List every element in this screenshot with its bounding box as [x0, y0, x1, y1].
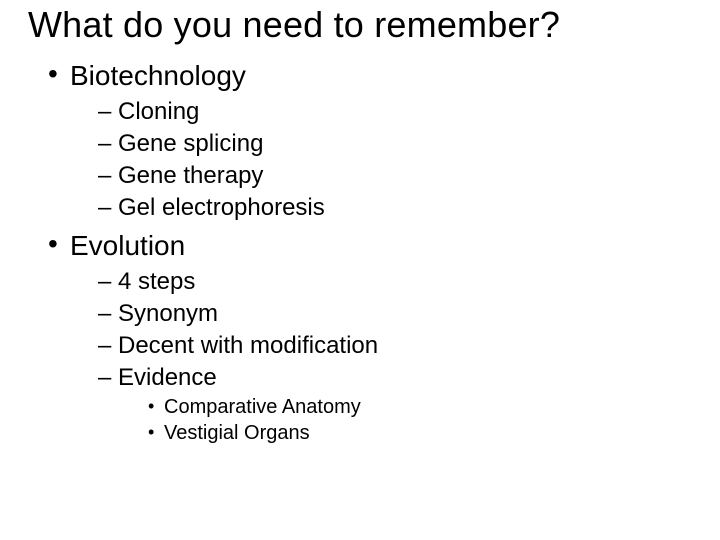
subtopic-label: 4 steps [118, 268, 195, 295]
slide: What do you need to remember? Biotechnol… [0, 4, 720, 540]
subsubtopic-item: Vestigial Organs [148, 422, 692, 445]
subtopic-label: Gene therapy [118, 162, 263, 189]
subtopic-label: Cloning [118, 98, 199, 125]
subtopic-item: Evidence Comparative Anatomy Vestigial O… [98, 364, 692, 445]
topic-label: Biotechnology [70, 60, 246, 91]
topic-item: Evolution 4 steps Synonym Decent with mo… [48, 230, 692, 445]
subtopic-item: Gene therapy [98, 162, 692, 190]
subsubtopic-label: Vestigial Organs [164, 422, 310, 444]
subtopic-label: Gel electrophoresis [118, 194, 325, 221]
subtopic-item: Gene splicing [98, 130, 692, 158]
subtopic-item: Cloning [98, 98, 692, 126]
subtopic-item: 4 steps [98, 268, 692, 296]
topic-list: Biotechnology Cloning Gene splicing Gene… [28, 60, 692, 445]
subtopic-item: Decent with modification [98, 332, 692, 360]
subtopic-label: Evidence [118, 364, 217, 391]
subtopic-item: Synonym [98, 300, 692, 328]
subtopic-item: Gel electrophoresis [98, 194, 692, 222]
slide-title: What do you need to remember? [28, 4, 692, 46]
subtopic-list: Cloning Gene splicing Gene therapy Gel e… [70, 98, 692, 222]
subtopic-label: Synonym [118, 300, 218, 327]
subtopic-label: Gene splicing [118, 130, 263, 157]
subsubtopic-list: Comparative Anatomy Vestigial Organs [118, 396, 692, 445]
subsubtopic-label: Comparative Anatomy [164, 396, 361, 418]
topic-label: Evolution [70, 230, 185, 261]
subtopic-label: Decent with modification [118, 332, 378, 359]
topic-item: Biotechnology Cloning Gene splicing Gene… [48, 60, 692, 222]
subsubtopic-item: Comparative Anatomy [148, 396, 692, 419]
subtopic-list: 4 steps Synonym Decent with modification… [70, 268, 692, 445]
